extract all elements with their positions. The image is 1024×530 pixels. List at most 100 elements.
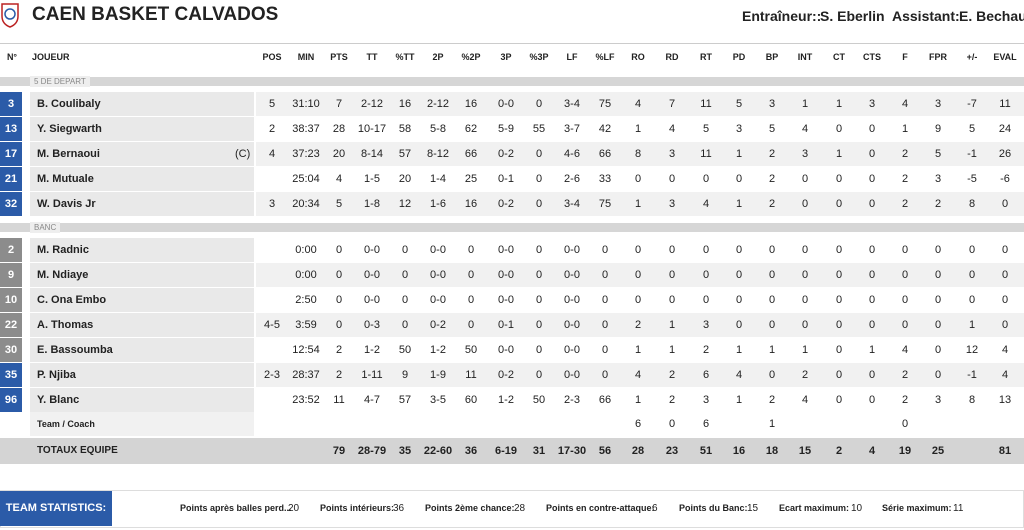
stat-cell: 6 xyxy=(702,369,710,381)
stat-cell: 1 xyxy=(801,98,809,110)
stat-cell: 0 xyxy=(601,319,609,331)
name-cell xyxy=(30,142,254,166)
row-bg xyxy=(256,192,1024,216)
stat-cell: 5 xyxy=(268,98,276,110)
stat-cell: 1 xyxy=(768,418,776,430)
name-cell xyxy=(30,167,254,191)
stat-cell: 7 xyxy=(668,98,676,110)
stat-cell: 0 xyxy=(535,369,543,381)
stat-cell: 4 xyxy=(901,344,909,356)
stat-cell: 3-7 xyxy=(564,123,580,135)
stat-cell: 0 xyxy=(901,418,909,430)
stat-cell: 11 xyxy=(999,98,1011,110)
player-number: 22 xyxy=(0,313,22,337)
stat-cell: 0 xyxy=(801,244,809,256)
stat-cell: 1 xyxy=(735,344,743,356)
stat-cell: 0 xyxy=(768,244,776,256)
stat-cell: 2 xyxy=(335,369,343,381)
stat-cell: 0:00 xyxy=(295,269,317,281)
column-header: N° xyxy=(6,52,18,62)
stat-cell: 16 xyxy=(732,445,746,457)
stat-cell: 1-2 xyxy=(498,394,514,406)
stat-cell: 11 xyxy=(700,148,712,160)
column-header: %2P xyxy=(461,52,481,62)
stat-cell: 55 xyxy=(532,123,546,135)
column-header: LF xyxy=(566,52,578,62)
column-header: JOUEUR xyxy=(32,52,70,62)
stat-cell: 0 xyxy=(702,173,710,185)
column-header: CT xyxy=(833,52,845,62)
stat-cell: 3 xyxy=(735,123,743,135)
stat-cell: 0-0 xyxy=(564,319,580,331)
stat-cell: 0 xyxy=(634,173,642,185)
stat-cell: 0-0 xyxy=(364,244,380,256)
stat-cell: 3-5 xyxy=(430,394,446,406)
stat-cell: 1 xyxy=(835,98,843,110)
stat-cell: 0 xyxy=(535,98,543,110)
stat-cell: 5 xyxy=(735,98,743,110)
column-header: %3P xyxy=(529,52,549,62)
stat-cell: 1 xyxy=(634,394,642,406)
stat-cell: 9 xyxy=(934,123,942,135)
stat-label: Points après balles perd... xyxy=(180,503,292,513)
stat-cell: -5 xyxy=(967,173,977,185)
stat-cell: 3 xyxy=(668,198,676,210)
column-header: MIN xyxy=(297,52,315,62)
stat-cell: 4 xyxy=(634,369,642,381)
stat-cell: 12 xyxy=(398,198,412,210)
stat-cell: 0 xyxy=(702,269,710,281)
stat-cell: 28:37 xyxy=(292,369,320,381)
stat-cell: 0-0 xyxy=(564,244,580,256)
stat-cell: 4-6 xyxy=(564,148,580,160)
stat-cell: 2:50 xyxy=(295,294,317,306)
stat-cell: 1 xyxy=(634,344,642,356)
stat-cell: 8-12 xyxy=(426,148,450,160)
stat-cell: 0 xyxy=(401,244,409,256)
stat-cell: 0 xyxy=(768,269,776,281)
row-bg xyxy=(256,117,1024,141)
row-bg xyxy=(256,238,1024,262)
player-number: 21 xyxy=(0,167,22,191)
stat-cell: 2 xyxy=(768,173,776,185)
stat-cell: 37:23 xyxy=(292,148,320,160)
column-header: FPR xyxy=(929,52,947,62)
stat-cell: 0 xyxy=(467,319,475,331)
stat-cell: 0 xyxy=(901,319,909,331)
stat-cell: 3 xyxy=(934,394,942,406)
stat-cell: 3 xyxy=(934,98,942,110)
stat-cell: 0 xyxy=(1001,294,1009,306)
stat-value: 36 xyxy=(393,503,405,514)
stat-cell: 2-3 xyxy=(264,369,280,381)
stat-cell: 0 xyxy=(735,319,743,331)
stat-cell: 0 xyxy=(535,148,543,160)
stat-cell: 0 xyxy=(601,269,609,281)
stat-cell: 4 xyxy=(735,369,743,381)
stat-cell: 56 xyxy=(598,445,612,457)
stat-cell: 50 xyxy=(532,394,546,406)
column-header: INT xyxy=(797,52,813,62)
stat-cell: 0 xyxy=(868,269,876,281)
stat-cell: 6-19 xyxy=(494,445,518,457)
assistant-name: E. Bechaud xyxy=(959,8,1024,24)
stat-cell: 36 xyxy=(464,445,478,457)
stat-cell: 4 xyxy=(901,98,909,110)
stat-cell: 1 xyxy=(668,319,676,331)
stat-cell: 0-0 xyxy=(498,344,514,356)
stat-cell: 28-79 xyxy=(357,445,387,457)
stat-cell: 31 xyxy=(532,445,546,457)
stat-cell: 3-4 xyxy=(564,198,580,210)
stat-cell: 0 xyxy=(868,173,876,185)
stat-cell: 23 xyxy=(665,445,679,457)
stat-cell: 0 xyxy=(335,319,343,331)
stat-cell: 0 xyxy=(535,244,543,256)
stat-cell: 2 xyxy=(702,344,710,356)
stat-cell: 20 xyxy=(398,173,412,185)
stat-cell: 0 xyxy=(934,294,942,306)
stat-cell: 4-7 xyxy=(364,394,380,406)
row-bg xyxy=(256,167,1024,191)
stat-cell: 0-0 xyxy=(564,294,580,306)
stat-cell: 22-60 xyxy=(423,445,453,457)
stat-cell: 2-6 xyxy=(564,173,580,185)
stat-cell: 4 xyxy=(1001,344,1009,356)
row-bg xyxy=(256,363,1024,387)
